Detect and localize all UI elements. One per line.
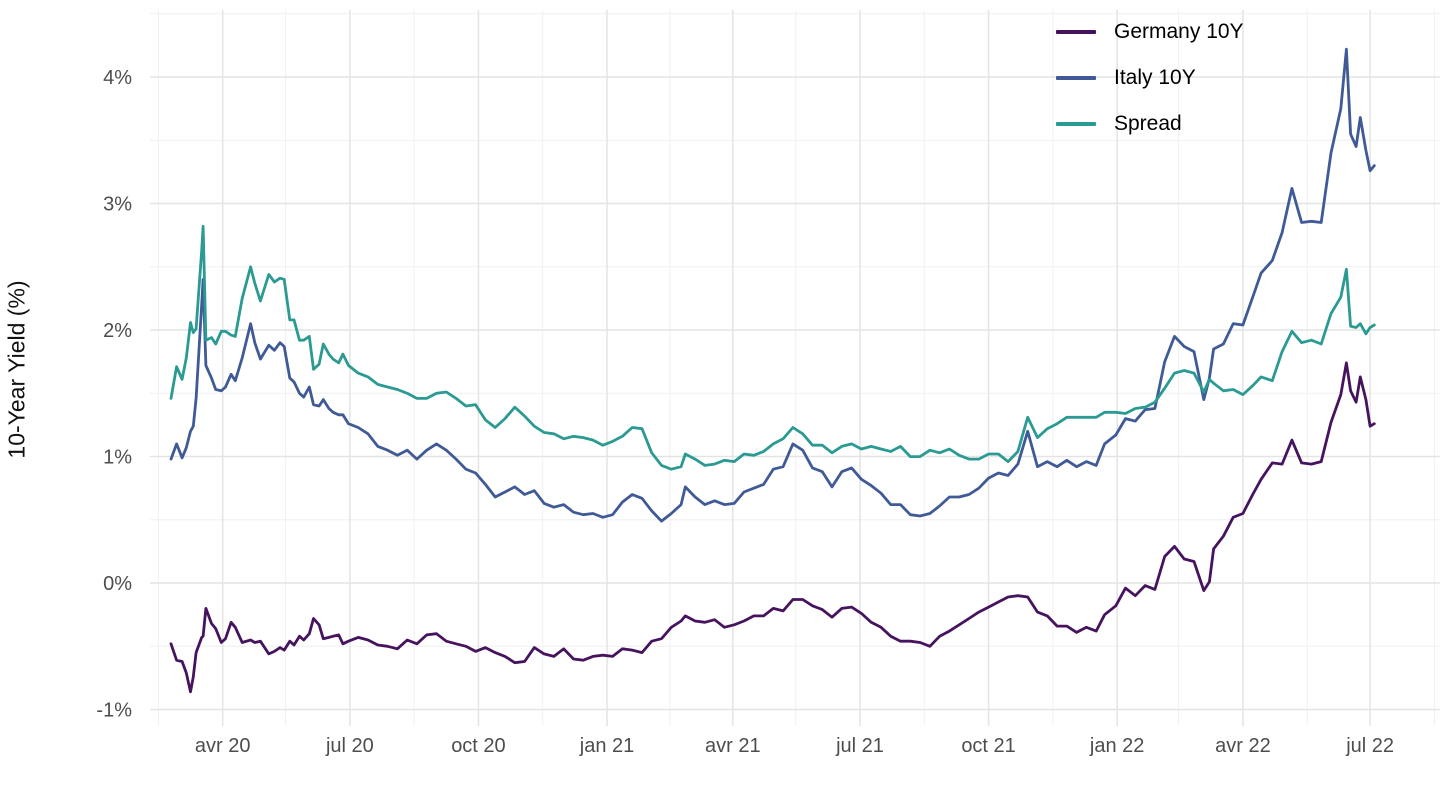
- y-tick-label: 4%: [103, 67, 132, 89]
- x-tick-label: avr 21: [705, 735, 761, 757]
- series-line-spread: [169, 224, 1376, 471]
- y-tick-label: 3%: [103, 194, 132, 216]
- legend-label-italy: Italy 10Y: [1114, 66, 1196, 89]
- x-tick-label: jan 21: [579, 735, 635, 757]
- x-tick-label: oct 21: [961, 735, 1015, 757]
- x-tick-label: avr 20: [195, 735, 251, 757]
- series-line-italy-10y: [169, 47, 1376, 523]
- legend-item-italy: Italy 10Y: [1056, 64, 1244, 92]
- x-tick-label: jan 22: [1089, 735, 1145, 757]
- y-tick-label: -1%: [96, 700, 132, 722]
- series-line-germany-10y: [169, 361, 1376, 694]
- legend-label-germany: Germany 10Y: [1114, 20, 1244, 43]
- x-tick-label: jul 22: [1345, 735, 1394, 757]
- x-tick-label: oct 20: [451, 735, 505, 757]
- x-tick-label: avr 22: [1215, 735, 1271, 757]
- legend-label-spread: Spread: [1114, 112, 1182, 135]
- spread-line-swatch-icon: [1056, 122, 1096, 126]
- germany-line-swatch-icon: [1056, 30, 1096, 34]
- italy-line-swatch-icon: [1056, 76, 1096, 80]
- y-tick-label: 1%: [103, 447, 132, 469]
- y-tick-label: 0%: [103, 573, 132, 595]
- y-axis-title: 10-Year Yield (%): [3, 280, 30, 459]
- legend-item-germany: Germany 10Y: [1056, 18, 1244, 46]
- y-tick-label: 2%: [103, 320, 132, 342]
- legend: Germany 10Y Italy 10Y Spread: [1056, 18, 1244, 138]
- x-tick-label: jul 20: [325, 735, 374, 757]
- legend-item-spread: Spread: [1056, 110, 1244, 138]
- x-tick-label: jul 21: [835, 735, 884, 757]
